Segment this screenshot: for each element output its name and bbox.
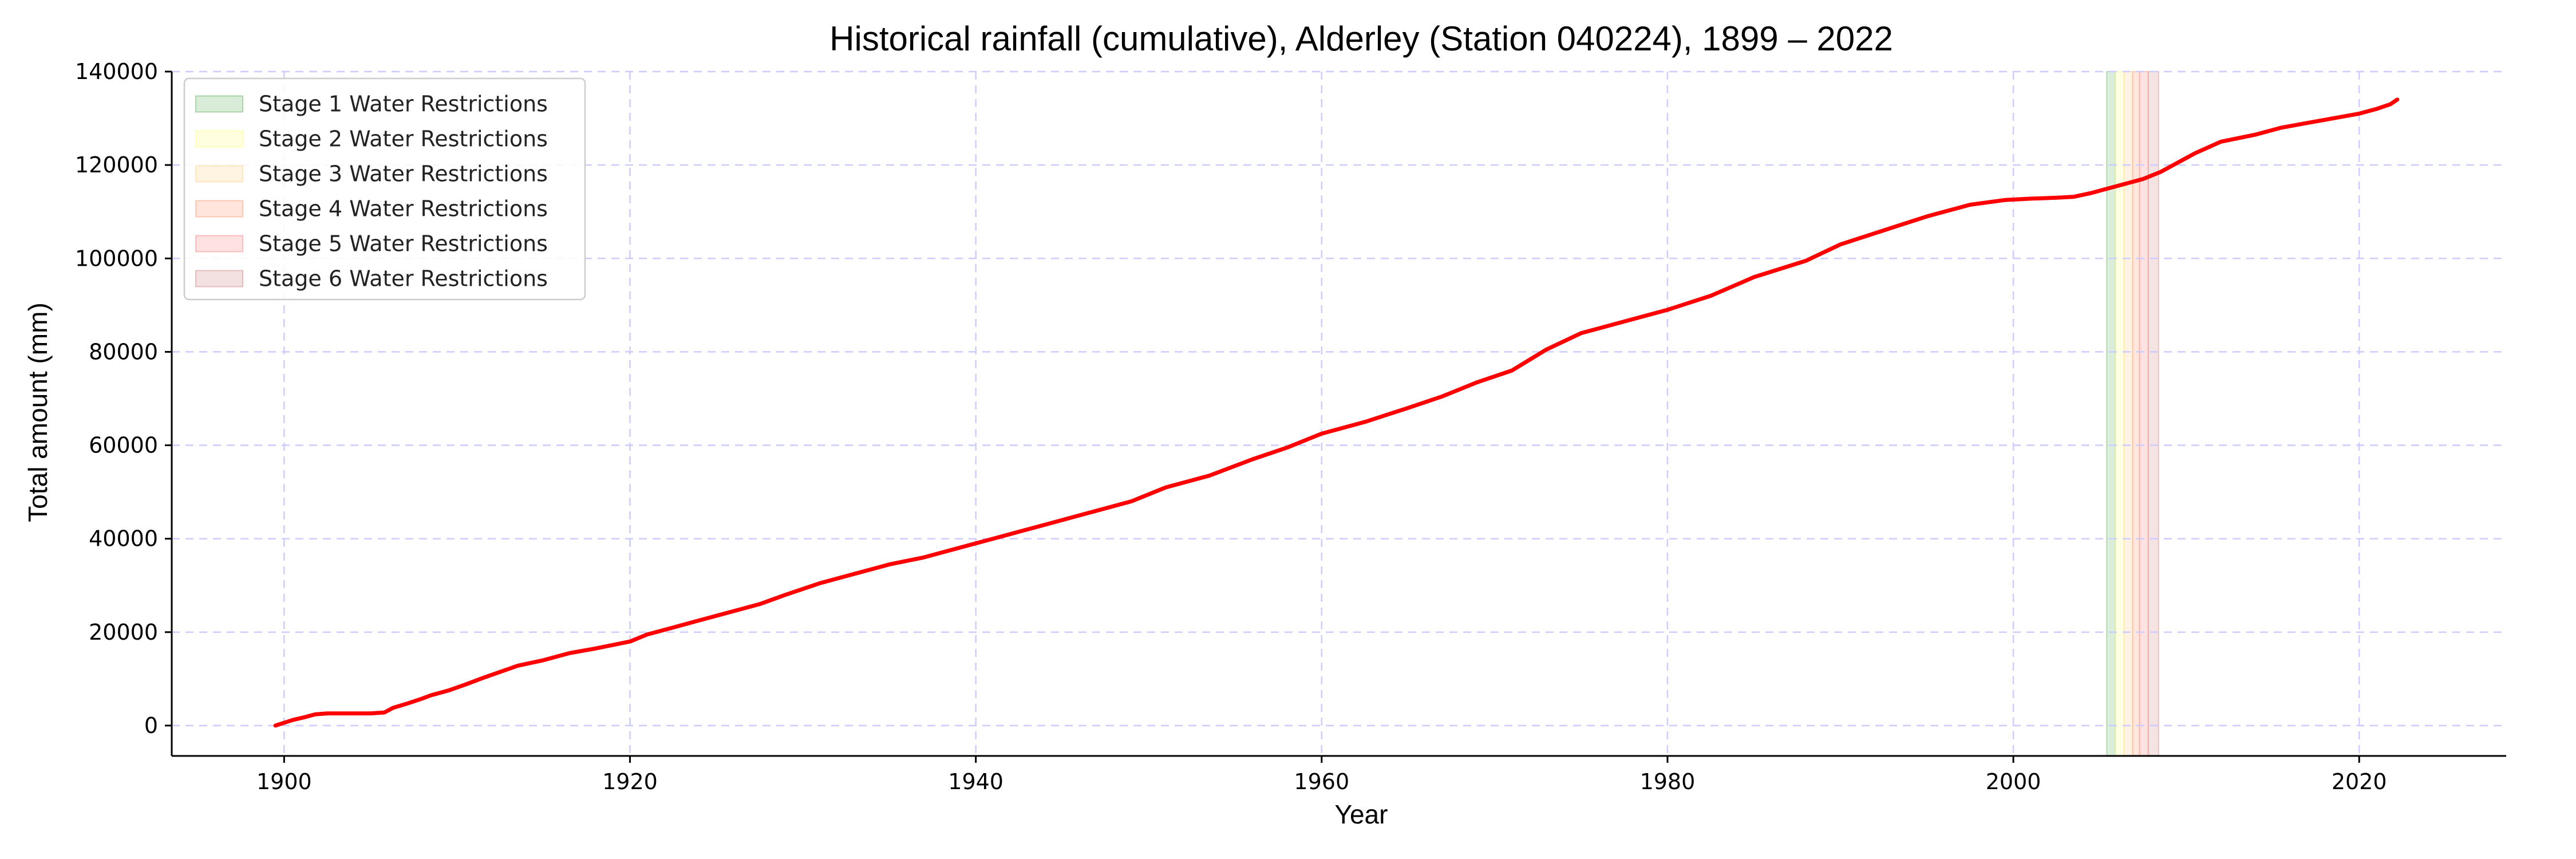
x-tick-label: 1960 xyxy=(1294,769,1349,794)
x-tick-label: 2020 xyxy=(2332,769,2387,794)
series-layer xyxy=(273,97,2400,728)
x-tick-label: 1940 xyxy=(948,769,1003,794)
legend-label: Stage 6 Water Restrictions xyxy=(259,266,548,291)
y-tick-label: 120000 xyxy=(75,152,158,178)
series-line-1 xyxy=(273,97,2400,728)
y-tick-label: 20000 xyxy=(89,620,158,645)
legend-swatch xyxy=(195,235,243,253)
x-axis-label: Year xyxy=(1335,799,1388,829)
x-tick-label: 1920 xyxy=(602,769,658,794)
axes xyxy=(165,70,2506,763)
legend-box xyxy=(183,77,586,301)
legend-label: Stage 2 Water Restrictions xyxy=(259,127,548,152)
restriction-region-stage-1 xyxy=(2106,71,2116,756)
y-tick-label: 100000 xyxy=(75,246,158,271)
legend-swatch xyxy=(195,95,243,113)
legend-label: Stage 3 Water Restrictions xyxy=(259,161,548,187)
y-tick-label: 140000 xyxy=(75,59,158,84)
legend-swatch xyxy=(195,165,243,183)
chart-title: Historical rainfall (cumulative), Alderl… xyxy=(829,19,1893,58)
y-tick-label: 60000 xyxy=(89,433,158,458)
tick-labels: 1900 1920 1940 1960 1980 2000 2020 0 20000 40000 6… xyxy=(75,59,2387,794)
legend-swatch xyxy=(195,270,243,287)
restriction-region-stage-5 xyxy=(2139,71,2149,756)
x-tick-label: 1900 xyxy=(256,769,312,794)
legend-label: Stage 5 Water Restrictions xyxy=(259,231,548,257)
legend-swatch xyxy=(195,130,243,148)
restriction-region-stage-4 xyxy=(2132,71,2140,756)
restriction-region-stage-3 xyxy=(2123,71,2134,756)
x-tick-label: 1980 xyxy=(1640,769,1696,794)
legend-label: Stage 1 Water Restrictions xyxy=(259,92,548,117)
y-axis-label: Total amount (mm) xyxy=(23,302,53,522)
y-tick-label: 0 xyxy=(144,713,158,738)
y-tick-label: 80000 xyxy=(89,339,158,364)
legend-swatch xyxy=(195,200,243,218)
legend: Stage 1 Water Restrictions Stage 2 Water … xyxy=(183,77,586,301)
legend-label: Stage 4 Water Restrictions xyxy=(259,196,548,222)
water-restriction-regions xyxy=(2106,71,2159,756)
restriction-region-stage-2 xyxy=(2115,71,2125,756)
x-tick-label: 2000 xyxy=(1986,769,2041,794)
y-tick-label: 40000 xyxy=(89,526,158,551)
